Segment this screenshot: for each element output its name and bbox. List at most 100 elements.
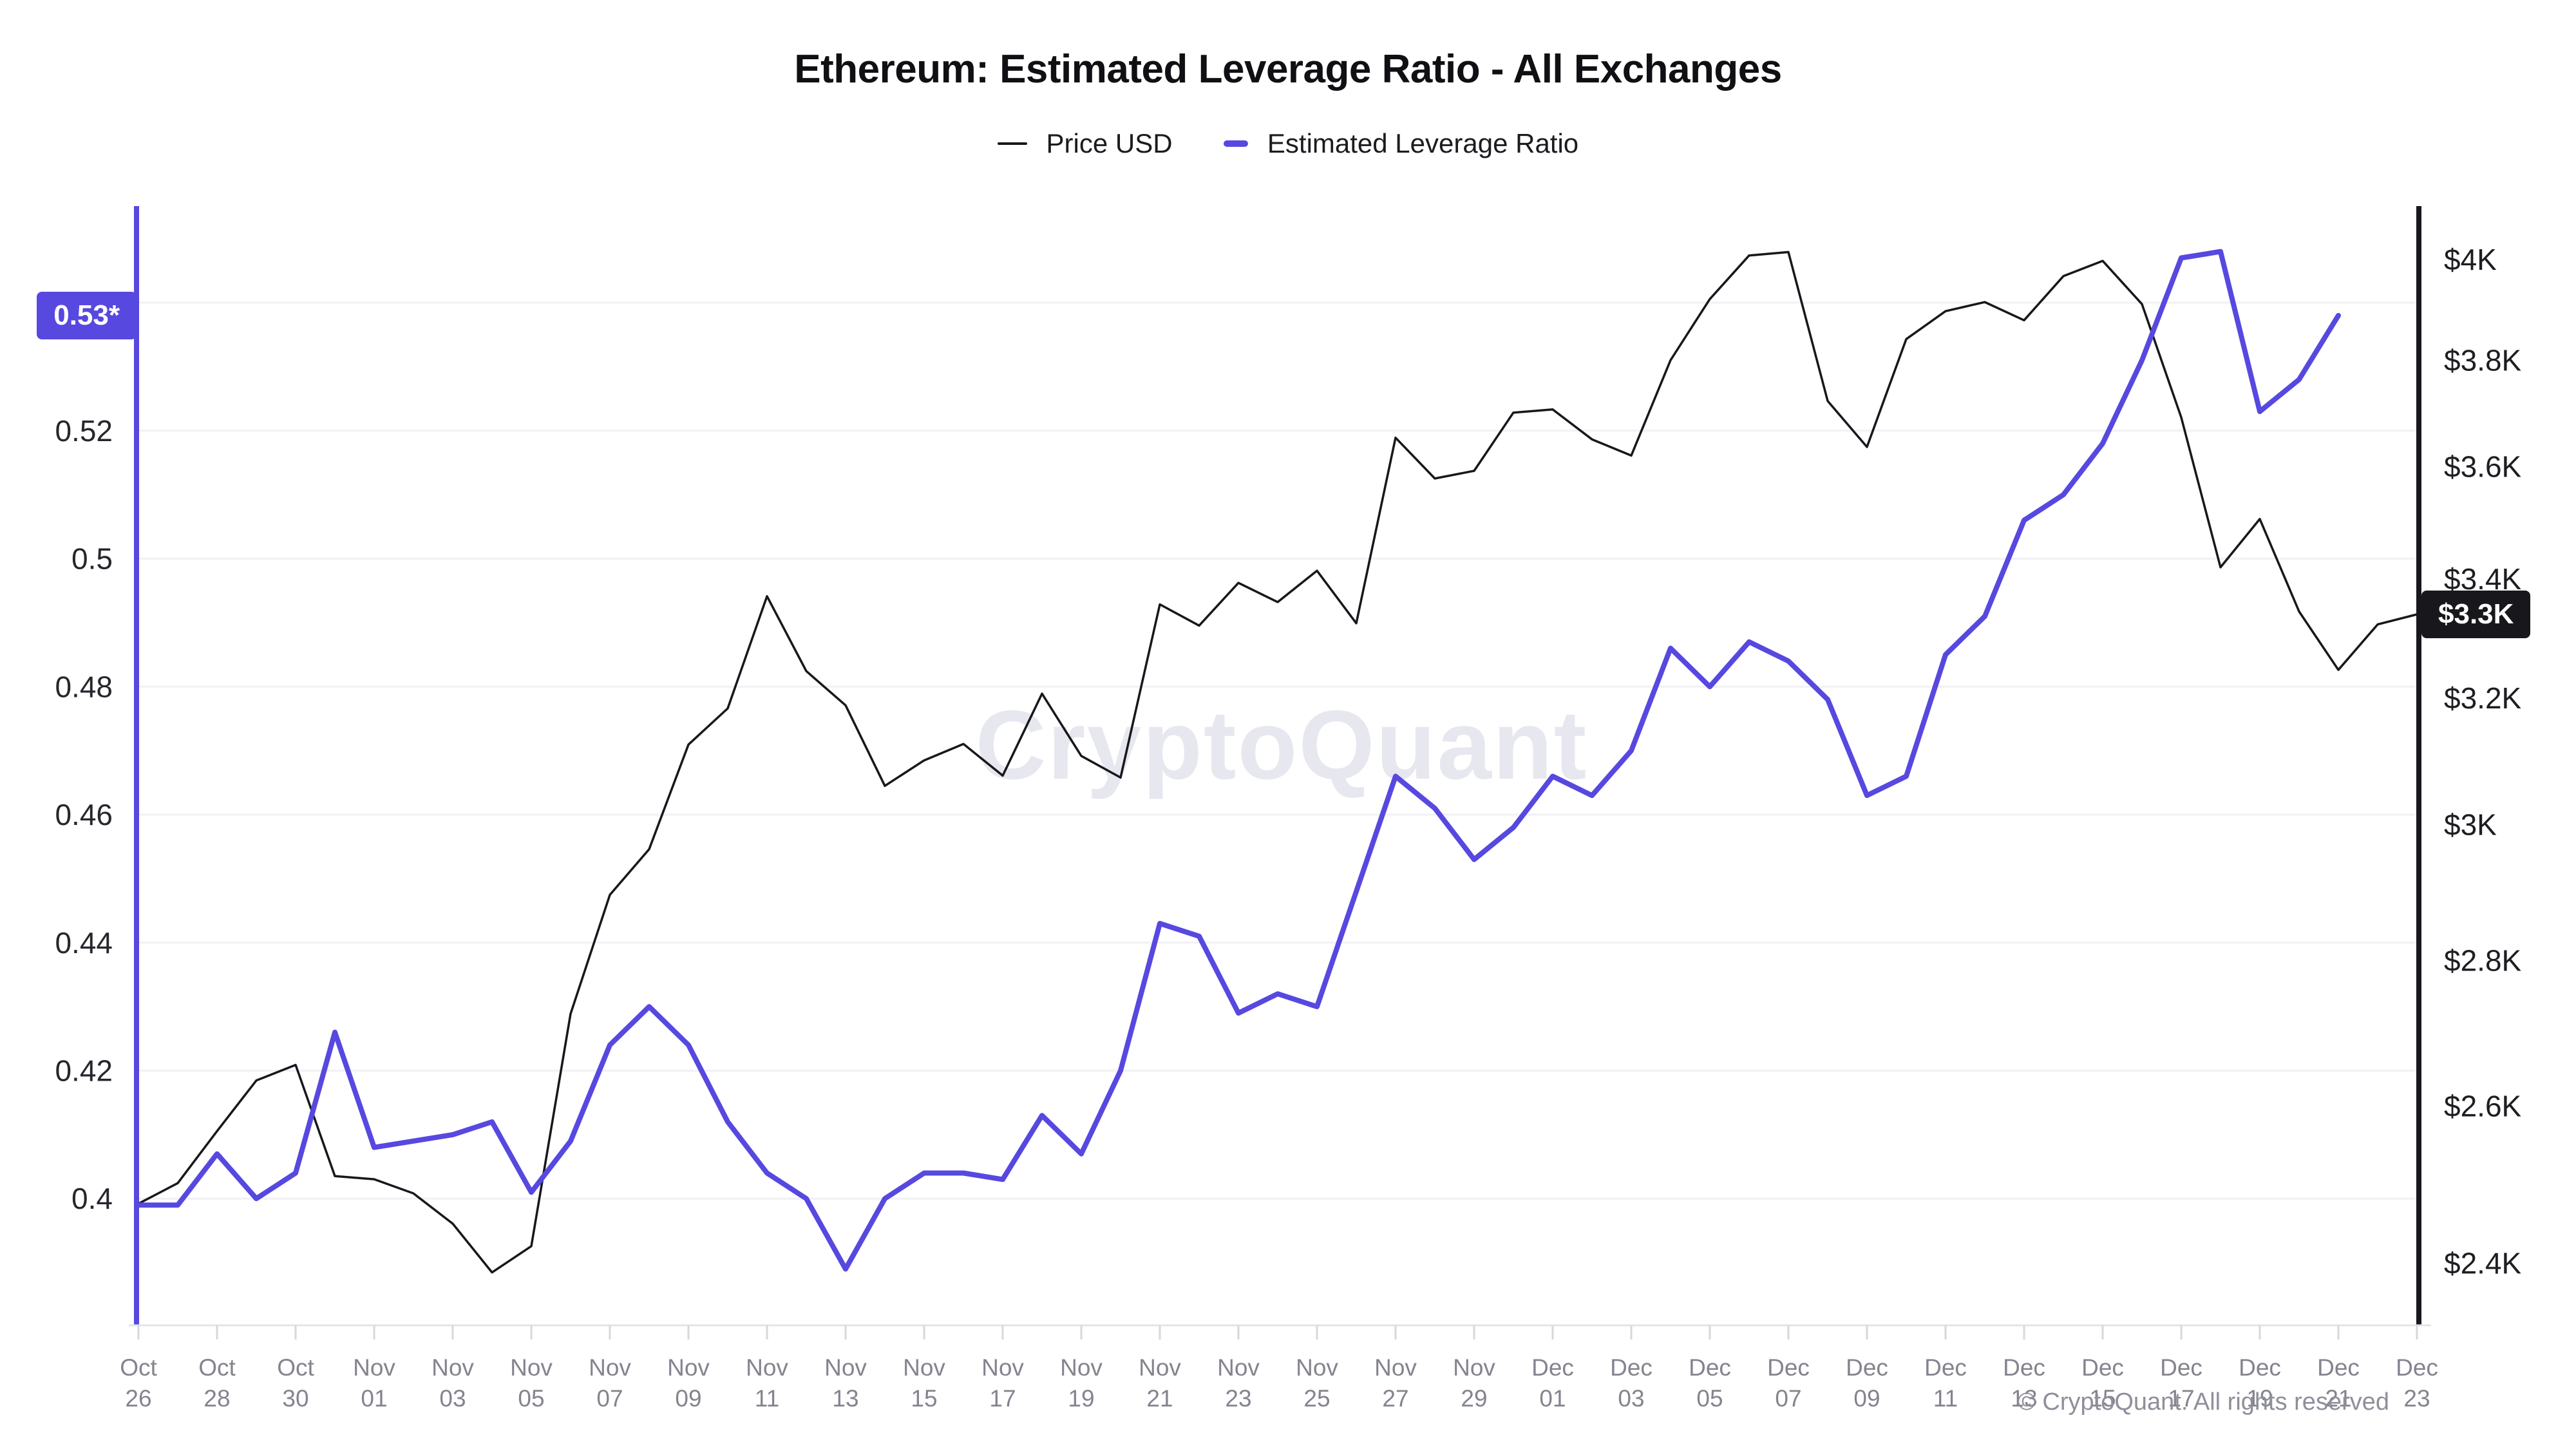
- svg-text:29: 29: [1461, 1385, 1487, 1412]
- left-axis-labels: 0.4 0.42 0.44 0.46 0.48 0.5 0.52: [55, 414, 113, 1215]
- left-axis-tick-label: 0.5: [71, 542, 113, 576]
- right-axis-labels: $4K $3.8K $3.6K $3.4K $3.2K $3K $2.8K $2.6K $2.4…: [2444, 243, 2522, 1280]
- legend-label-leverage: Estimated Leverage Ratio: [1267, 128, 1579, 158]
- x-axis-date-label: Dec 11: [1924, 1354, 1967, 1412]
- x-axis-date-label: Oct 26: [120, 1354, 157, 1412]
- x-axis-date-label: Dec 23: [2396, 1354, 2438, 1412]
- price-line-swatch-icon: [997, 142, 1027, 145]
- x-axis-date-label: Dec 13: [2003, 1354, 2045, 1412]
- svg-text:Dec: Dec: [2003, 1354, 2045, 1381]
- svg-text:28: 28: [204, 1385, 230, 1412]
- svg-text:19: 19: [2246, 1385, 2273, 1412]
- svg-text:27: 27: [1382, 1385, 1408, 1412]
- left-axis-tick-label: 0.4: [71, 1182, 113, 1215]
- svg-text:17: 17: [989, 1385, 1016, 1412]
- svg-text:05: 05: [518, 1385, 544, 1412]
- legend: Price USD Estimated Leverage Ratio: [0, 126, 2576, 159]
- svg-text:19: 19: [1068, 1385, 1094, 1412]
- svg-text:30: 30: [282, 1385, 308, 1412]
- left-axis-tick-label: 0.48: [55, 670, 113, 703]
- svg-text:Nov: Nov: [1374, 1354, 1417, 1381]
- right-axis-tick-label: $2.4K: [2444, 1247, 2522, 1280]
- x-axis-date-label: Nov 25: [1296, 1354, 1338, 1412]
- svg-text:Nov: Nov: [353, 1354, 395, 1381]
- x-axis-date-label: Nov 03: [431, 1354, 474, 1412]
- x-axis-date-label: Oct 30: [277, 1354, 314, 1412]
- svg-text:Nov: Nov: [589, 1354, 631, 1381]
- right-axis-tick-label: $3K: [2444, 808, 2497, 842]
- copyright-text: © CryptoQuant. All rights reserved: [2017, 1388, 2389, 1416]
- legend-item-leverage[interactable]: Estimated Leverage Ratio: [1224, 126, 1578, 159]
- x-axis-date-label: Dec 07: [1767, 1354, 1810, 1412]
- svg-text:Dec: Dec: [2081, 1354, 2124, 1381]
- x-axis-date-label: Nov 29: [1453, 1354, 1495, 1412]
- svg-text:Nov: Nov: [1296, 1354, 1338, 1381]
- x-axis-date-label: Nov 13: [824, 1354, 867, 1412]
- leverage-current-value-badge: 0.53*: [37, 291, 137, 339]
- svg-text:Dec: Dec: [1531, 1354, 1574, 1381]
- svg-text:Nov: Nov: [1453, 1354, 1495, 1381]
- right-axis-tick-label: $4K: [2444, 243, 2497, 276]
- svg-text:Dec: Dec: [2160, 1354, 2202, 1381]
- left-axis-tick-label: 0.42: [55, 1054, 113, 1087]
- right-axis-tick-label: $3.8K: [2444, 343, 2522, 377]
- svg-text:Nov: Nov: [824, 1354, 867, 1381]
- x-axis-date-label: Nov 09: [667, 1354, 710, 1412]
- x-axis-date-label: Dec 09: [1846, 1354, 1888, 1412]
- svg-text:25: 25: [1303, 1385, 1330, 1412]
- series-line-left: [136, 249, 2341, 1272]
- svg-text:15: 15: [2089, 1385, 2116, 1412]
- x-axis-labels: Oct 26 Oct 28 Oct 30 Nov 01 Nov 03 Nov 05 Nov 07 Nov 09…: [120, 1354, 2438, 1412]
- svg-text:05: 05: [1696, 1385, 1723, 1412]
- svg-text:21: 21: [1146, 1385, 1173, 1412]
- x-axis-date-label: Nov 23: [1217, 1354, 1260, 1412]
- svg-text:Nov: Nov: [1217, 1354, 1260, 1381]
- svg-text:Nov: Nov: [1060, 1354, 1103, 1381]
- svg-text:Dec: Dec: [1610, 1354, 1653, 1381]
- leverage-line-swatch-icon: [1224, 140, 1249, 147]
- x-axis-date-label: Nov 19: [1060, 1354, 1103, 1412]
- x-axis-date-label: Dec 05: [1689, 1354, 1731, 1412]
- svg-text:13: 13: [2011, 1385, 2037, 1412]
- svg-text:Dec: Dec: [1689, 1354, 1731, 1381]
- svg-text:Nov: Nov: [667, 1354, 710, 1381]
- svg-text:Dec: Dec: [2317, 1354, 2360, 1381]
- x-axis-date-label: Dec 21: [2317, 1354, 2360, 1412]
- x-axis-date-label: Nov 01: [353, 1354, 395, 1412]
- svg-text:13: 13: [832, 1385, 858, 1412]
- svg-text:11: 11: [755, 1385, 779, 1412]
- svg-text:15: 15: [911, 1385, 937, 1412]
- svg-text:07: 07: [596, 1385, 623, 1412]
- svg-text:03: 03: [439, 1385, 466, 1412]
- legend-label-price: Price USD: [1046, 128, 1173, 158]
- x-axis-date-label: Nov 27: [1374, 1354, 1417, 1412]
- x-axis-date-label: Oct 28: [198, 1354, 236, 1412]
- right-axis-tick-label: $2.8K: [2444, 943, 2522, 977]
- svg-text:Nov: Nov: [431, 1354, 474, 1381]
- svg-text:17: 17: [2168, 1385, 2194, 1412]
- svg-text:Dec: Dec: [1846, 1354, 1888, 1381]
- svg-text:Dec: Dec: [2239, 1354, 2281, 1381]
- svg-text:Nov: Nov: [981, 1354, 1024, 1381]
- svg-text:01: 01: [361, 1385, 387, 1412]
- x-axis-date-label: Nov 17: [981, 1354, 1024, 1412]
- left-axis-tick-label: 0.52: [55, 414, 113, 448]
- x-axis-date-label: Nov 11: [746, 1354, 788, 1412]
- right-axis-tick-label: $2.6K: [2444, 1089, 2522, 1122]
- gridlines: [138, 301, 2417, 1200]
- svg-text:01: 01: [1539, 1385, 1566, 1412]
- legend-item-price[interactable]: Price USD: [997, 126, 1173, 159]
- svg-text:Oct: Oct: [277, 1354, 314, 1381]
- axis-lines: [129, 206, 2431, 1340]
- svg-text:09: 09: [675, 1385, 701, 1412]
- x-axis-date-label: Nov 15: [903, 1354, 945, 1412]
- svg-text:Nov: Nov: [903, 1354, 945, 1381]
- x-axis-date-label: Nov 05: [510, 1354, 553, 1412]
- svg-text:26: 26: [125, 1385, 151, 1412]
- left-axis-tick-label: 0.44: [55, 926, 113, 960]
- x-axis-date-label: Nov 07: [589, 1354, 631, 1412]
- svg-text:11: 11: [1933, 1385, 1958, 1412]
- svg-text:Dec: Dec: [1924, 1354, 1967, 1381]
